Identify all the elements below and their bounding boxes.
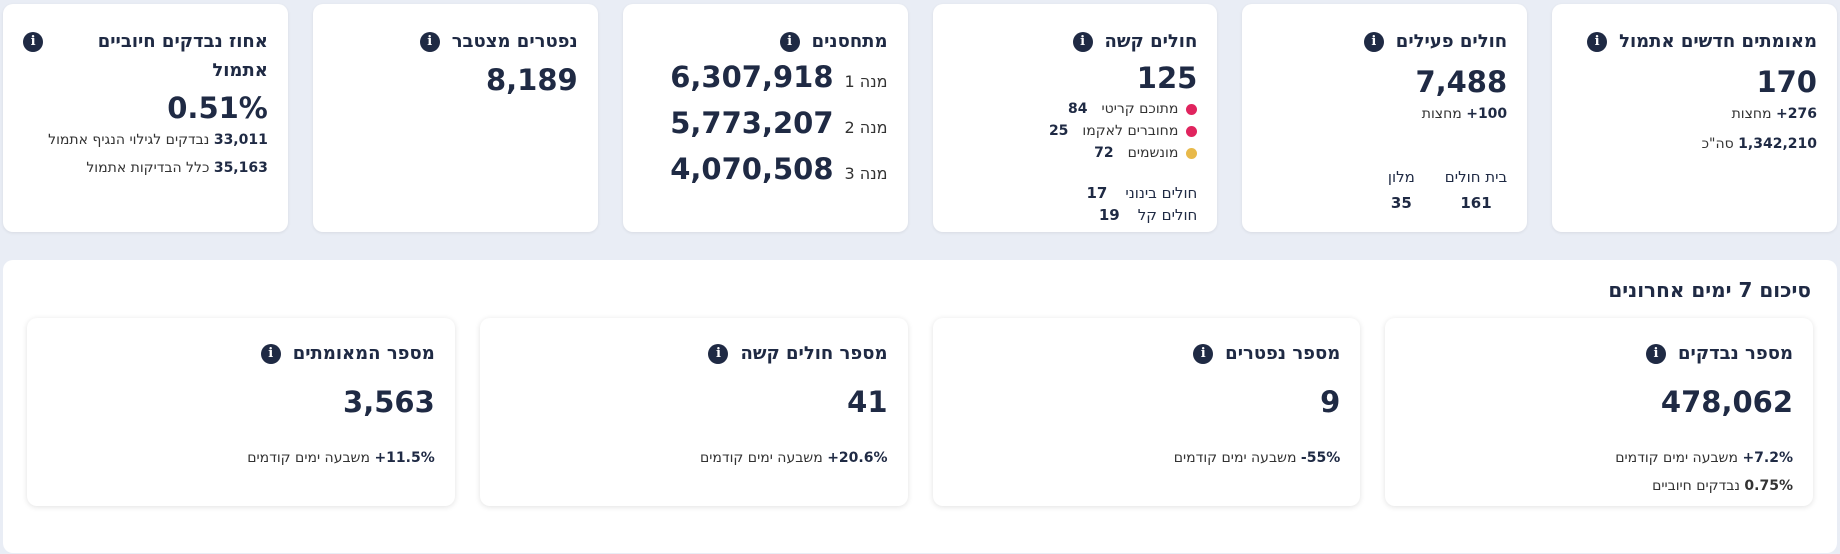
- top-stats-row: מאומתים חדשים אתמול i 170 276+ מחצות 1,3…: [3, 4, 1837, 232]
- card-title-line2: אתמול: [212, 60, 268, 81]
- card-active-patients: חולים פעילים i 7,488 100+ מחצות בית חולי…: [1242, 4, 1528, 232]
- active-value: 7,488: [1415, 65, 1508, 99]
- dose2-row: מנה 2 5,773,207: [670, 106, 888, 140]
- active-midnight: 100+ מחצות: [1421, 106, 1508, 122]
- card-title: מספר נבדקים: [1677, 343, 1793, 364]
- info-icon[interactable]: i: [1363, 32, 1384, 52]
- confirmed-midnight: 276+ מחצות: [1731, 106, 1817, 122]
- severe-extra: חולים בינוני 17 חולים קל 19: [953, 182, 1198, 226]
- summary-value: 3,563: [343, 385, 435, 419]
- mild-row: חולים קל 19: [1098, 206, 1198, 224]
- hotel-col: מלון 35: [1387, 168, 1415, 212]
- critical-row: מתוכם קריטי 84: [953, 98, 1198, 120]
- ventilated-row: מונשמים 72: [953, 142, 1198, 164]
- card-title: חולים קשה: [1104, 31, 1198, 52]
- ventilated-dot: [1186, 147, 1198, 159]
- dose1-row: מנה 1 6,307,918: [670, 60, 888, 94]
- all-tests-yesterday: 35,163 כלל הבדיקות אתמול: [86, 160, 268, 176]
- info-icon[interactable]: i: [260, 344, 281, 364]
- card-title: נפטרים מצטבר: [451, 31, 578, 52]
- summary-positive: 0.75% נבדקים חיוביים: [1652, 478, 1793, 494]
- dose3-row: מנה 3 4,070,508: [670, 152, 888, 186]
- summary-panel: סיכום 7 ימים אחרונים מספר המאומתים i 3,5…: [3, 260, 1837, 553]
- summary-change: 20.6%+ משבעה ימים קודמים: [700, 450, 888, 466]
- summary-value: 9: [1320, 385, 1341, 419]
- summary-value: 478,062: [1660, 385, 1793, 419]
- card-cumulative-deaths: נפטרים מצטבר i 8,189: [312, 4, 598, 232]
- card-vaccinated: מתחסנים i מנה 1 6,307,918 מנה 2 5,773,20…: [622, 4, 908, 232]
- card-severe-patients: חולים קשה i 125 מתוכם קריטי 84 מחוברים ל…: [932, 4, 1218, 232]
- summary-change: 11.5%+ משבעה ימים קודמים: [247, 450, 435, 466]
- info-icon[interactable]: i: [1193, 344, 1214, 364]
- card-title: מתחסנים: [811, 31, 888, 52]
- card-confirmed-yesterday: מאומתים חדשים אתמול i 170 276+ מחצות 1,3…: [1552, 4, 1837, 232]
- summary-card-tested: מספר נבדקים i 478,062 7.2%+ משבעה ימים ק…: [1385, 318, 1813, 506]
- card-title: מספר המאומתים: [292, 343, 435, 364]
- deaths-value: 8,189: [485, 63, 578, 97]
- card-title: מספר חולים קשה: [740, 343, 888, 364]
- card-positive-percent: אחוז נבדקים חיוביים i אתמול 0.51% 33,011…: [3, 4, 288, 232]
- severe-breakdown: מתוכם קריטי 84 מחוברים לאקמו 25 מונשמים …: [953, 98, 1198, 164]
- tested-yesterday: 33,011 נבדקים לגילוי הנגיף אתמול: [48, 132, 268, 148]
- info-icon[interactable]: i: [779, 32, 800, 52]
- ecmo-row: מחוברים לאקמו 25: [953, 120, 1198, 142]
- summary-card-severe: מספר חולים קשה i 41 20.6%+ משבעה ימים קו…: [479, 318, 908, 506]
- summary-cards: מספר המאומתים i 3,563 11.5%+ משבעה ימים …: [27, 318, 1813, 506]
- active-location-split: בית חולים 161 מלון 35: [1388, 168, 1507, 212]
- summary-card-confirmed: מספר המאומתים i 3,563 11.5%+ משבעה ימים …: [27, 318, 455, 506]
- info-icon[interactable]: i: [708, 344, 729, 364]
- info-icon[interactable]: i: [1072, 32, 1093, 52]
- ecmo-dot: [1186, 125, 1198, 137]
- info-icon[interactable]: i: [1587, 32, 1608, 52]
- info-icon[interactable]: i: [419, 32, 440, 52]
- card-title: אחוז נבדקים חיוביים: [97, 31, 268, 52]
- summary-change: 55%- משבעה ימים קודמים: [1173, 450, 1341, 466]
- positive-value: 0.51%: [167, 91, 268, 125]
- confirmed-total: 1,342,210 סה"כ: [1701, 136, 1817, 152]
- hospital-col: בית חולים 161: [1444, 168, 1508, 212]
- summary-change: 7.2%+ משבעה ימים קודמים: [1615, 450, 1793, 466]
- summary-value: 41: [847, 385, 888, 419]
- summary-title: סיכום 7 ימים אחרונים: [1608, 278, 1811, 302]
- severe-value: 125: [1136, 61, 1198, 95]
- info-icon[interactable]: i: [1645, 344, 1666, 364]
- confirmed-value: 170: [1756, 65, 1817, 99]
- summary-card-deaths: מספר נפטרים i 9 55%- משבעה ימים קודמים: [932, 318, 1361, 506]
- critical-dot: [1186, 103, 1198, 115]
- moderate-row: חולים בינוני 17: [1086, 184, 1198, 202]
- card-title: מאומתים חדשים אתמול: [1619, 31, 1817, 52]
- info-icon[interactable]: i: [23, 32, 44, 52]
- card-title: חולים פעילים: [1395, 31, 1508, 52]
- card-title: מספר נפטרים: [1225, 343, 1341, 364]
